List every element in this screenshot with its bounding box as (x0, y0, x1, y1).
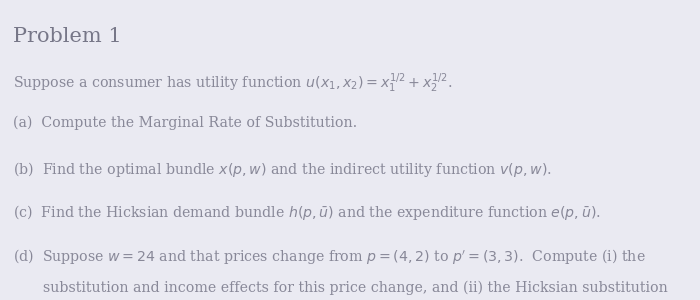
Text: Problem 1: Problem 1 (13, 27, 121, 46)
Text: (b)  Find the optimal bundle $x(p, w)$ and the indirect utility function $v(p, w: (b) Find the optimal bundle $x(p, w)$ an… (13, 160, 552, 178)
Text: (a)  Compute the Marginal Rate of Substitution.: (a) Compute the Marginal Rate of Substit… (13, 116, 357, 130)
Text: (c)  Find the Hicksian demand bundle $h(p, \bar{u})$ and the expenditure functio: (c) Find the Hicksian demand bundle $h(p… (13, 203, 601, 222)
Text: (d)  Suppose $w = 24$ and that prices change from $p = (4, 2)$ to $p' = (3, 3)$.: (d) Suppose $w = 24$ and that prices cha… (13, 248, 645, 266)
Text: substitution and income effects for this price change, and (ii) the Hicksian sub: substitution and income effects for this… (43, 280, 668, 295)
Text: Suppose a consumer has utility function $u(x_1, x_2) = x_1^{1/2} + x_2^{1/2}$.: Suppose a consumer has utility function … (13, 72, 452, 95)
